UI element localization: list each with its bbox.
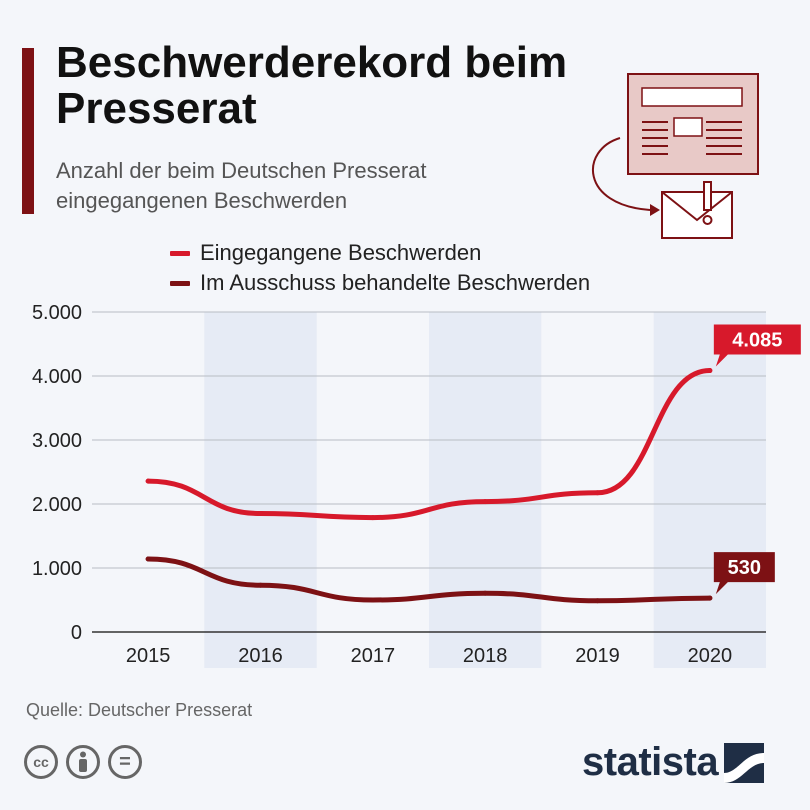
nd-icon: = xyxy=(108,745,142,779)
line-chart: 0 1.000 2.000 3.000 4.000 5.000 2015 2016 2017 20… xyxy=(32,302,801,668)
x-tick-label: 2018 xyxy=(463,645,508,667)
title-accent-bar xyxy=(22,48,34,214)
series-line-1 xyxy=(145,368,713,521)
x-tick-label: 2019 xyxy=(575,645,620,667)
x-tick-label: 2020 xyxy=(688,645,733,667)
data-point xyxy=(370,515,376,521)
callout-box xyxy=(713,324,801,367)
data-point xyxy=(145,556,151,562)
y-tick-label: 2.000 xyxy=(32,494,82,516)
page-title: Beschwerderekord beim Presserat xyxy=(56,38,568,133)
data-point xyxy=(707,368,713,374)
y-tick-label: 1.000 xyxy=(32,558,82,580)
y-tick-label: 4.000 xyxy=(32,366,82,388)
legend-item-eingegangen: Eingegangene Beschwerden xyxy=(170,238,590,268)
data-point xyxy=(482,499,488,505)
column-band xyxy=(653,312,766,668)
legend-item-ausschuss: Im Ausschuss behandelte Beschwerden xyxy=(170,268,590,298)
data-point xyxy=(145,478,151,484)
x-tick-label: 2015 xyxy=(126,645,171,667)
legend-label: Im Ausschuss behandelte Beschwerden xyxy=(200,270,591,295)
value-callout: 530 xyxy=(713,552,775,595)
legend-swatch xyxy=(170,280,190,286)
x-tick-label: 2016 xyxy=(238,645,283,667)
data-point xyxy=(258,511,263,517)
series-line-2 xyxy=(145,556,713,604)
by-icon xyxy=(66,745,100,779)
statista-mark-icon xyxy=(724,742,765,783)
y-tick-label: 3.000 xyxy=(32,430,82,452)
data-point xyxy=(370,597,376,603)
column-band xyxy=(429,312,542,668)
cc-icon: cc xyxy=(24,745,58,779)
legend-label: Eingegangene Beschwerden xyxy=(200,240,482,265)
data-point xyxy=(707,595,713,601)
data-point xyxy=(482,590,488,596)
brand-name: statista xyxy=(582,740,719,784)
y-tick-label: 0 xyxy=(71,622,82,644)
legend: Eingegangene Beschwerden Im Ausschuss be… xyxy=(170,238,590,298)
page-subtitle: Anzahl der beim Deutschen Presserat eing… xyxy=(56,158,427,213)
x-tick-label: 2017 xyxy=(351,645,396,667)
source-note: Quelle: Deutscher Presserat xyxy=(26,700,253,720)
callout-box xyxy=(713,552,775,595)
y-tick-label: 5.000 xyxy=(32,302,82,324)
data-point xyxy=(595,598,600,604)
data-point xyxy=(258,582,263,588)
data-label: 4.085 xyxy=(732,330,782,352)
statista-logo: statista xyxy=(582,740,765,785)
legend-swatch xyxy=(170,250,190,256)
value-callout: 4.085 xyxy=(713,324,801,367)
column-band xyxy=(204,312,317,668)
license-icons: cc = xyxy=(24,745,142,779)
newspaper-icon xyxy=(592,73,759,239)
data-label: 530 xyxy=(728,557,761,579)
data-point xyxy=(595,490,600,496)
